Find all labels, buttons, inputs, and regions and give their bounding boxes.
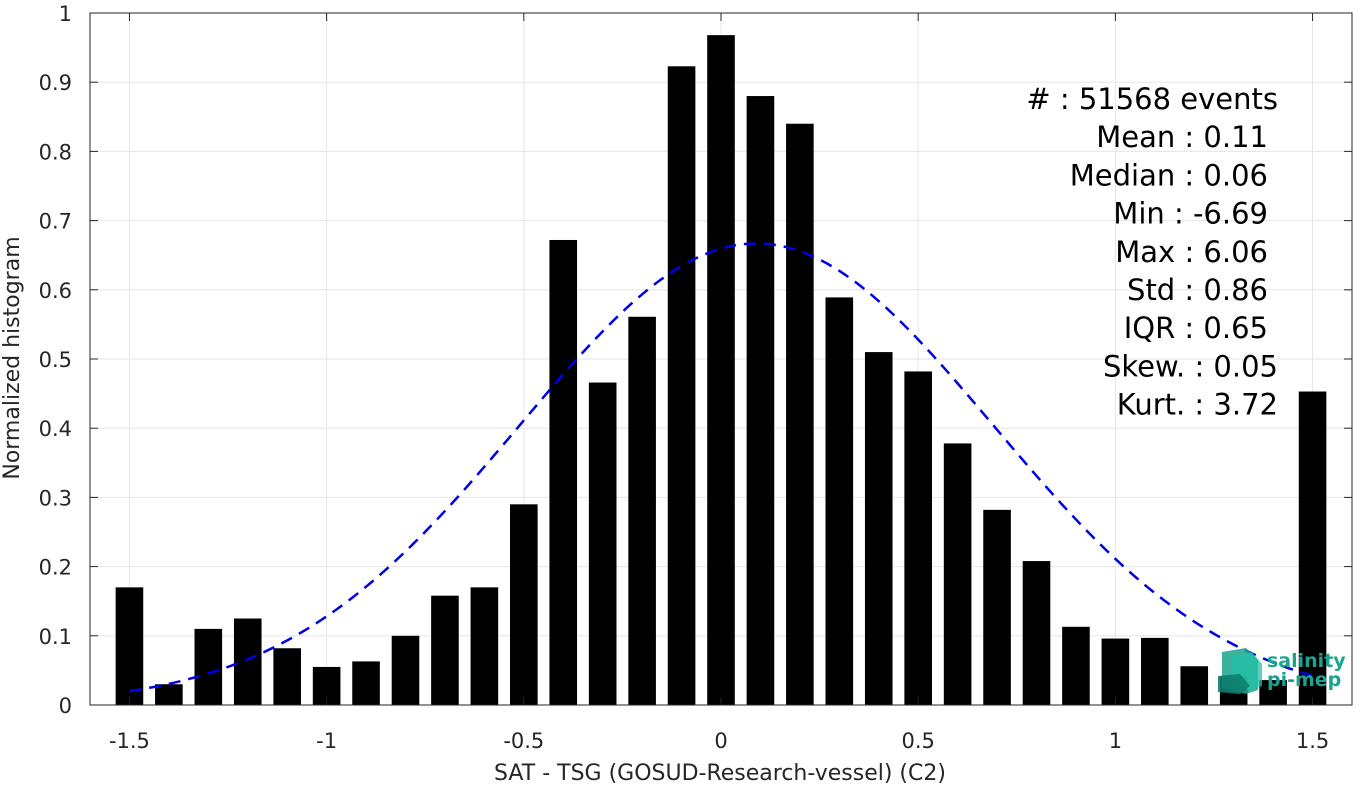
x-tick-label: -1.5 — [109, 729, 150, 753]
histogram-bar — [707, 35, 735, 706]
histogram-bar — [233, 618, 262, 705]
histogram-bar — [115, 587, 144, 705]
histogram-bar — [1062, 626, 1090, 705]
stat-line: Min : -6.69 — [1113, 197, 1268, 231]
y-tick-label: 0.8 — [39, 140, 72, 164]
x-tick-label: 1.5 — [1296, 729, 1329, 753]
stat-line: IQR : 0.65 — [1124, 311, 1268, 345]
histogram-bar — [1298, 391, 1327, 705]
histogram-bar — [904, 371, 932, 705]
histogram-bar — [628, 316, 656, 705]
histogram-bar — [352, 661, 380, 705]
logo-line1: salinity — [1267, 650, 1346, 672]
x-tick-label: -0.5 — [503, 729, 544, 753]
y-tick-label: 0.5 — [39, 348, 72, 372]
salinity-pimep-logo-icon — [1218, 648, 1262, 694]
y-tick-label: 0.3 — [39, 486, 72, 510]
y-tick-label: 0.6 — [39, 279, 72, 303]
histogram-bar — [1022, 561, 1051, 705]
histogram-bar — [943, 443, 972, 705]
stat-line: Skew. : 0.05 — [1103, 349, 1278, 383]
histogram-bar — [549, 239, 578, 705]
x-tick-label: -1 — [316, 729, 337, 753]
histogram-bar — [588, 382, 617, 705]
histogram-bar — [983, 509, 1011, 705]
histogram-bar — [746, 96, 775, 706]
gaussian-fit-curve — [129, 242, 1313, 693]
y-tick-label: 0 — [59, 694, 72, 718]
statistics-box: # : 51568 events Mean : 0.11 Median : 0.06… — [1026, 82, 1278, 422]
histogram-bar — [1259, 680, 1287, 705]
stat-line: # : 51568 events — [1026, 82, 1278, 116]
x-tick-label: 0 — [714, 729, 727, 753]
stat-line: Mean : 0.11 — [1096, 120, 1268, 154]
histogram-bar — [1141, 637, 1169, 705]
stat-line: Std : 0.86 — [1127, 273, 1268, 307]
y-tick-label: 1 — [59, 2, 72, 26]
logo-line2: pi-mep — [1267, 669, 1341, 691]
histogram-bar — [786, 123, 814, 706]
histogram-bar — [864, 352, 893, 705]
histogram-bar — [667, 66, 696, 705]
bars — [115, 35, 1327, 706]
salinity-pimep-logo: salinity pi-mep — [1218, 648, 1346, 694]
stat-line: Median : 0.06 — [1070, 158, 1268, 192]
histogram-bar — [391, 635, 420, 705]
y-axis-ticks: 0 0.1 0.2 0.3 0.4 0.5 0.6 0.7 0.8 0.9 1 — [39, 2, 1352, 718]
y-tick-label: 0.4 — [39, 417, 72, 441]
y-tick-label: 0.2 — [39, 556, 72, 580]
histogram-bar — [1101, 638, 1130, 705]
histogram-bar — [194, 628, 223, 705]
stat-line: Max : 6.06 — [1115, 235, 1268, 269]
x-axis-ticks: -1.5 -1 -0.5 0 0.5 1 1.5 — [109, 13, 1329, 753]
histogram-bar — [155, 684, 183, 705]
x-axis-label: SAT - TSG (GOSUD-Research-vessel) (C2) — [494, 761, 946, 785]
histogram-bar — [273, 648, 301, 705]
histogram-bar — [510, 504, 538, 705]
histogram-bar — [470, 587, 499, 705]
y-axis-label: Normalized histogram — [0, 236, 25, 479]
y-tick-label: 0.1 — [39, 625, 72, 649]
y-tick-label: 0.7 — [39, 210, 72, 234]
histogram-bar — [1180, 666, 1209, 705]
stat-line: Kurt. : 3.72 — [1117, 388, 1278, 422]
x-tick-label: 1 — [1109, 729, 1122, 753]
y-tick-label: 0.9 — [39, 71, 72, 95]
histogram-bar — [431, 595, 459, 705]
histogram-bar — [825, 297, 854, 705]
x-tick-label: 0.5 — [901, 729, 934, 753]
